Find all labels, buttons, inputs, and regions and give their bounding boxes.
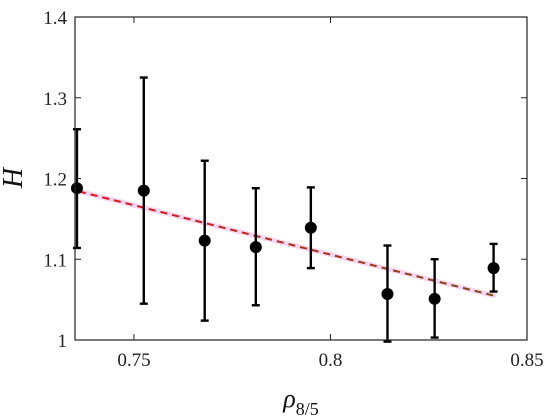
y-tick-label: 1.3 (43, 89, 67, 110)
y-tick-label: 1.2 (43, 170, 67, 191)
data-point-group (70, 128, 83, 250)
axis-labels: ρ8/5 H (0, 166, 319, 419)
data-point-group (381, 244, 394, 343)
data-point (249, 241, 262, 254)
data-point (137, 184, 150, 197)
data-point (70, 182, 83, 195)
x-tick-label: 0.75 (117, 350, 150, 371)
plot-area (70, 76, 500, 343)
data-point-group (137, 76, 150, 305)
data-point (487, 262, 500, 275)
axis-ticks: 0.75 0.8 0.85 1 1.1 1.2 1.3 1.4 (43, 8, 543, 371)
y-tick-label: 1.4 (43, 8, 67, 29)
data-point-group (304, 186, 317, 270)
x-tick-label: 0.85 (510, 350, 543, 371)
data-point (428, 292, 441, 305)
data-point (198, 234, 211, 247)
x-axis-label: ρ8/5 (282, 384, 319, 419)
y-tick-label: 1.1 (43, 250, 67, 271)
data-point-group (428, 258, 441, 339)
data-point-group (487, 242, 500, 293)
x-tick-label: 0.8 (319, 350, 343, 371)
data-point (304, 221, 317, 234)
data-point-group (249, 186, 262, 307)
y-tick-label: 1 (58, 331, 68, 352)
data-point-group (198, 159, 211, 322)
fit-line-glow (76, 188, 497, 299)
y-axis-label: H (0, 166, 29, 189)
data-point (381, 287, 394, 300)
